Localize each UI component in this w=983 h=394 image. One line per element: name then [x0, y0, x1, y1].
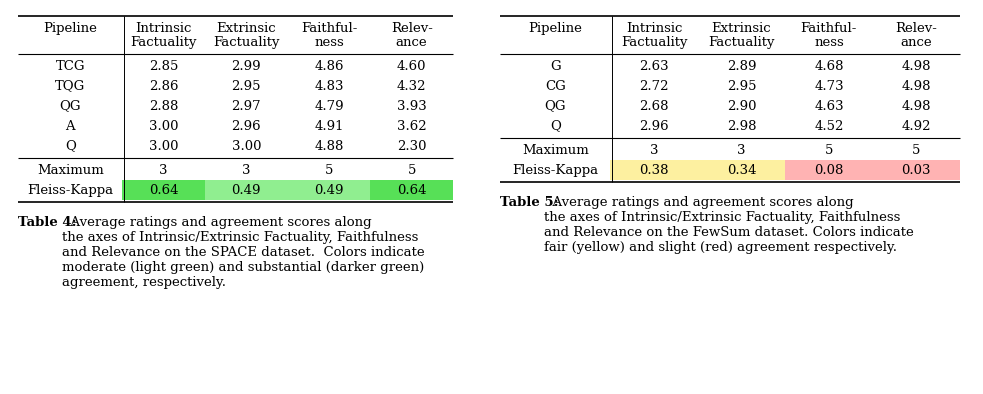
Text: QG: QG — [545, 100, 566, 113]
Text: Average ratings and agreement scores along
the axes of Intrinsic/Extrinsic Factu: Average ratings and agreement scores alo… — [544, 196, 914, 254]
Text: Fleiss-Kappa: Fleiss-Kappa — [28, 184, 113, 197]
Text: Factuality: Factuality — [213, 35, 279, 48]
Text: 4.73: 4.73 — [814, 80, 843, 93]
Text: 4.60: 4.60 — [397, 59, 427, 72]
Text: TCG: TCG — [55, 59, 85, 72]
Text: Pipeline: Pipeline — [528, 22, 582, 35]
Text: 4.83: 4.83 — [315, 80, 344, 93]
Text: QG: QG — [59, 100, 81, 113]
Text: 3: 3 — [650, 143, 659, 156]
Text: 0.08: 0.08 — [814, 164, 843, 177]
Text: 2.99: 2.99 — [232, 59, 261, 72]
Text: 2.63: 2.63 — [639, 59, 668, 72]
Bar — [123, 180, 205, 200]
Text: 2.97: 2.97 — [232, 100, 261, 113]
Text: 3.62: 3.62 — [397, 119, 427, 132]
Text: 3.00: 3.00 — [232, 139, 261, 152]
Text: 0.03: 0.03 — [901, 164, 931, 177]
Text: 4.98: 4.98 — [901, 59, 931, 72]
Text: 3.00: 3.00 — [149, 139, 179, 152]
Text: Pipeline: Pipeline — [43, 22, 97, 35]
Text: 4.79: 4.79 — [315, 100, 344, 113]
Text: Table 4:: Table 4: — [18, 216, 77, 229]
Text: Intrinsic: Intrinsic — [626, 22, 682, 35]
Text: Table 5:: Table 5: — [500, 196, 558, 209]
Text: Extrinsic: Extrinsic — [712, 22, 772, 35]
Text: 5: 5 — [912, 143, 920, 156]
Text: ness: ness — [814, 35, 843, 48]
Text: Extrinsic: Extrinsic — [216, 22, 276, 35]
Text: 0.49: 0.49 — [315, 184, 344, 197]
Text: Relev-: Relev- — [896, 22, 937, 35]
Text: G: G — [549, 59, 560, 72]
Text: 4.86: 4.86 — [315, 59, 344, 72]
Text: Factuality: Factuality — [131, 35, 197, 48]
Bar — [785, 160, 873, 180]
Text: 2.72: 2.72 — [639, 80, 668, 93]
Text: A: A — [66, 119, 75, 132]
Text: 3.93: 3.93 — [397, 100, 427, 113]
Text: 3: 3 — [159, 164, 168, 177]
Text: 2.86: 2.86 — [149, 80, 179, 93]
Text: 2.95: 2.95 — [232, 80, 261, 93]
Text: Average ratings and agreement scores along
the axes of Intrinsic/Extrinsic Factu: Average ratings and agreement scores alo… — [62, 216, 425, 289]
Text: 0.64: 0.64 — [149, 184, 179, 197]
Text: 3: 3 — [737, 143, 746, 156]
Text: 0.64: 0.64 — [397, 184, 427, 197]
Text: 4.32: 4.32 — [397, 80, 427, 93]
Text: 2.85: 2.85 — [149, 59, 178, 72]
Bar — [698, 160, 785, 180]
Text: 4.92: 4.92 — [901, 119, 931, 132]
Text: 0.49: 0.49 — [232, 184, 261, 197]
Text: CG: CG — [545, 80, 565, 93]
Text: 4.68: 4.68 — [814, 59, 843, 72]
Text: Factuality: Factuality — [708, 35, 775, 48]
Text: ance: ance — [900, 35, 932, 48]
Text: 4.98: 4.98 — [901, 100, 931, 113]
Text: 2.96: 2.96 — [232, 119, 261, 132]
Text: 4.88: 4.88 — [315, 139, 344, 152]
Text: Fleiss-Kappa: Fleiss-Kappa — [512, 164, 599, 177]
Text: 2.88: 2.88 — [149, 100, 178, 113]
Text: 4.52: 4.52 — [814, 119, 843, 132]
Text: 4.91: 4.91 — [315, 119, 344, 132]
Text: ness: ness — [315, 35, 344, 48]
Bar — [873, 160, 960, 180]
Text: 0.34: 0.34 — [726, 164, 756, 177]
Text: 0.38: 0.38 — [639, 164, 668, 177]
Text: Intrinsic: Intrinsic — [136, 22, 192, 35]
Text: 4.98: 4.98 — [901, 80, 931, 93]
Text: 2.89: 2.89 — [726, 59, 756, 72]
Text: Relev-: Relev- — [390, 22, 433, 35]
Bar — [610, 160, 698, 180]
Text: 2.96: 2.96 — [639, 119, 668, 132]
Bar — [205, 180, 288, 200]
Text: 3.00: 3.00 — [149, 119, 179, 132]
Text: 2.95: 2.95 — [726, 80, 756, 93]
Text: Faithful-: Faithful- — [301, 22, 357, 35]
Text: Faithful-: Faithful- — [801, 22, 857, 35]
Text: 2.68: 2.68 — [639, 100, 668, 113]
Text: Maximum: Maximum — [522, 143, 589, 156]
Text: 5: 5 — [825, 143, 833, 156]
Text: 4.63: 4.63 — [814, 100, 843, 113]
Text: ance: ance — [396, 35, 428, 48]
Text: Maximum: Maximum — [36, 164, 103, 177]
Text: 5: 5 — [408, 164, 416, 177]
Text: Q: Q — [65, 139, 76, 152]
Text: 2.90: 2.90 — [726, 100, 756, 113]
Text: 2.98: 2.98 — [726, 119, 756, 132]
Bar — [288, 180, 371, 200]
Text: 2.30: 2.30 — [397, 139, 427, 152]
Bar — [371, 180, 453, 200]
Text: 5: 5 — [324, 164, 333, 177]
Text: Factuality: Factuality — [621, 35, 687, 48]
Text: 3: 3 — [242, 164, 251, 177]
Text: TQG: TQG — [55, 80, 86, 93]
Text: Q: Q — [549, 119, 560, 132]
